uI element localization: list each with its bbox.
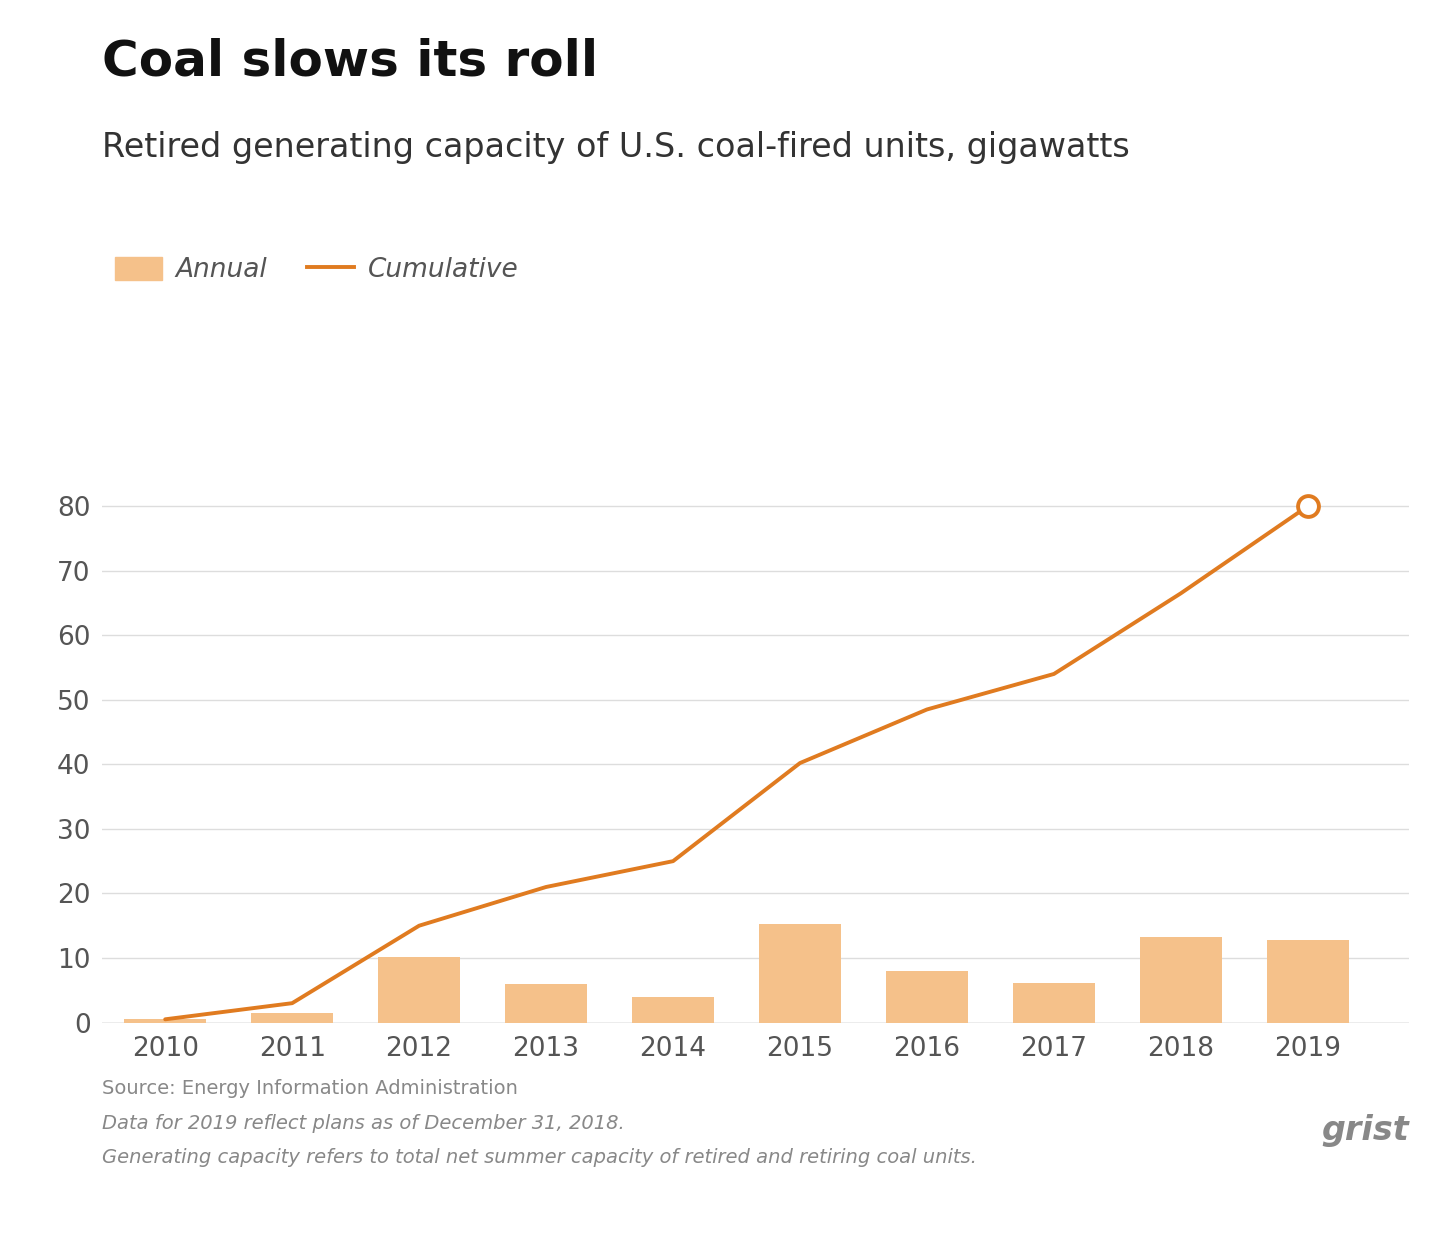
- Text: Coal slows its roll: Coal slows its roll: [102, 37, 597, 85]
- Text: Data for 2019 reflect plans as of December 31, 2018.: Data for 2019 reflect plans as of Decemb…: [102, 1114, 625, 1132]
- Bar: [124, 1019, 206, 1023]
- Bar: [1139, 938, 1222, 1023]
- Bar: [504, 984, 587, 1023]
- Legend: Annual, Cumulative: Annual, Cumulative: [115, 257, 519, 283]
- Bar: [632, 996, 715, 1023]
- Text: Retired generating capacity of U.S. coal-fired units, gigawatts: Retired generating capacity of U.S. coal…: [102, 131, 1129, 163]
- Bar: [378, 956, 461, 1023]
- Text: Source: Energy Information Administration: Source: Energy Information Administratio…: [102, 1079, 517, 1097]
- Text: Generating capacity refers to total net summer capacity of retired and retiring : Generating capacity refers to total net …: [102, 1148, 976, 1167]
- Bar: [251, 1013, 333, 1023]
- Bar: [886, 971, 968, 1023]
- Bar: [758, 924, 841, 1023]
- Bar: [1013, 983, 1096, 1023]
- Text: grist: grist: [1322, 1114, 1409, 1146]
- Bar: [1267, 940, 1348, 1023]
